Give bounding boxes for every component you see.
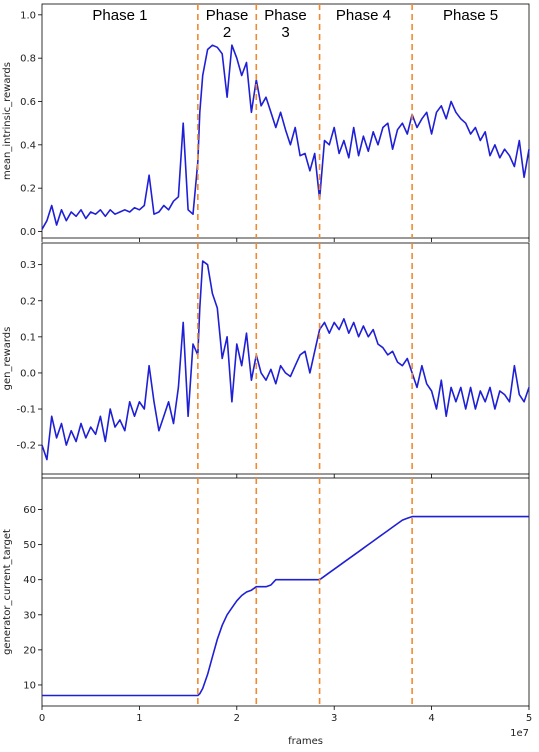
y-tick-label: 20: [23, 645, 36, 656]
y-tick-label: 50: [23, 540, 36, 551]
series-line: [41, 44, 530, 230]
series-line: [41, 260, 530, 461]
phase-label: 3: [281, 24, 289, 41]
x-tick-label: 4: [428, 713, 434, 724]
y-tick-label: -0.1: [16, 405, 36, 416]
x-tick-label: 2: [234, 713, 240, 724]
y-tick-label: 0.4: [20, 140, 36, 151]
x-axis-offset-label: 1e7: [510, 728, 529, 739]
plot-frame: [41, 242, 530, 475]
y-axis-label: generator_current_target: [2, 529, 13, 655]
panel-gen-rewards: -0.2 -0.1 0.0 0.1 0.2 0.3 gen_rewards: [2, 242, 530, 478]
series-line: [42, 515, 529, 697]
y-tick-label: 60: [23, 505, 36, 516]
y-axis-label: gen_rewards: [2, 327, 13, 391]
x-tick-label: 3: [331, 713, 337, 724]
plot-frame: [41, 3, 530, 239]
y-axis-label: mean_intrinsic_rewards: [2, 62, 13, 180]
phase-label: 2: [223, 24, 231, 41]
y-tick-label: 0.6: [20, 97, 36, 108]
panel-intrinsic-rewards: 0.0 0.2 0.4 0.6 0.8 1.0 mean_intrinsic_rewards…: [2, 3, 530, 242]
y-tick-label: -0.2: [16, 441, 36, 452]
phase-label: Phase 5: [443, 7, 498, 24]
y-tick-label: 10: [23, 680, 36, 691]
y-tick-label: 0.0: [20, 227, 36, 238]
phase-label: Phase: [206, 7, 249, 24]
y-tick-label: 0.8: [20, 54, 36, 65]
phase-label: Phase 4: [336, 7, 391, 24]
y-tick-label: 30: [23, 610, 36, 621]
phase-label: Phase 1: [92, 7, 147, 24]
y-tick-label: 1.0: [20, 10, 36, 21]
x-tick-label: 5: [526, 713, 532, 724]
panel-generator-target: 10 20 30 40 50 60 0 1 2 3 4 5 generator_current_targ…: [2, 477, 532, 747]
y-tick-label: 0.1: [20, 332, 36, 343]
y-tick-label: 0.2: [20, 296, 36, 307]
y-tick-label: 40: [23, 575, 36, 586]
x-axis-label: frames: [288, 736, 323, 747]
x-tick-label: 1: [136, 713, 142, 724]
y-tick-label: 0.0: [20, 368, 36, 379]
y-tick-label: 0.3: [20, 260, 36, 271]
plot-frame: [41, 477, 530, 707]
x-tick-label: 0: [39, 713, 45, 724]
y-tick-label: 0.2: [20, 184, 36, 195]
phase-label: Phase: [264, 7, 307, 24]
